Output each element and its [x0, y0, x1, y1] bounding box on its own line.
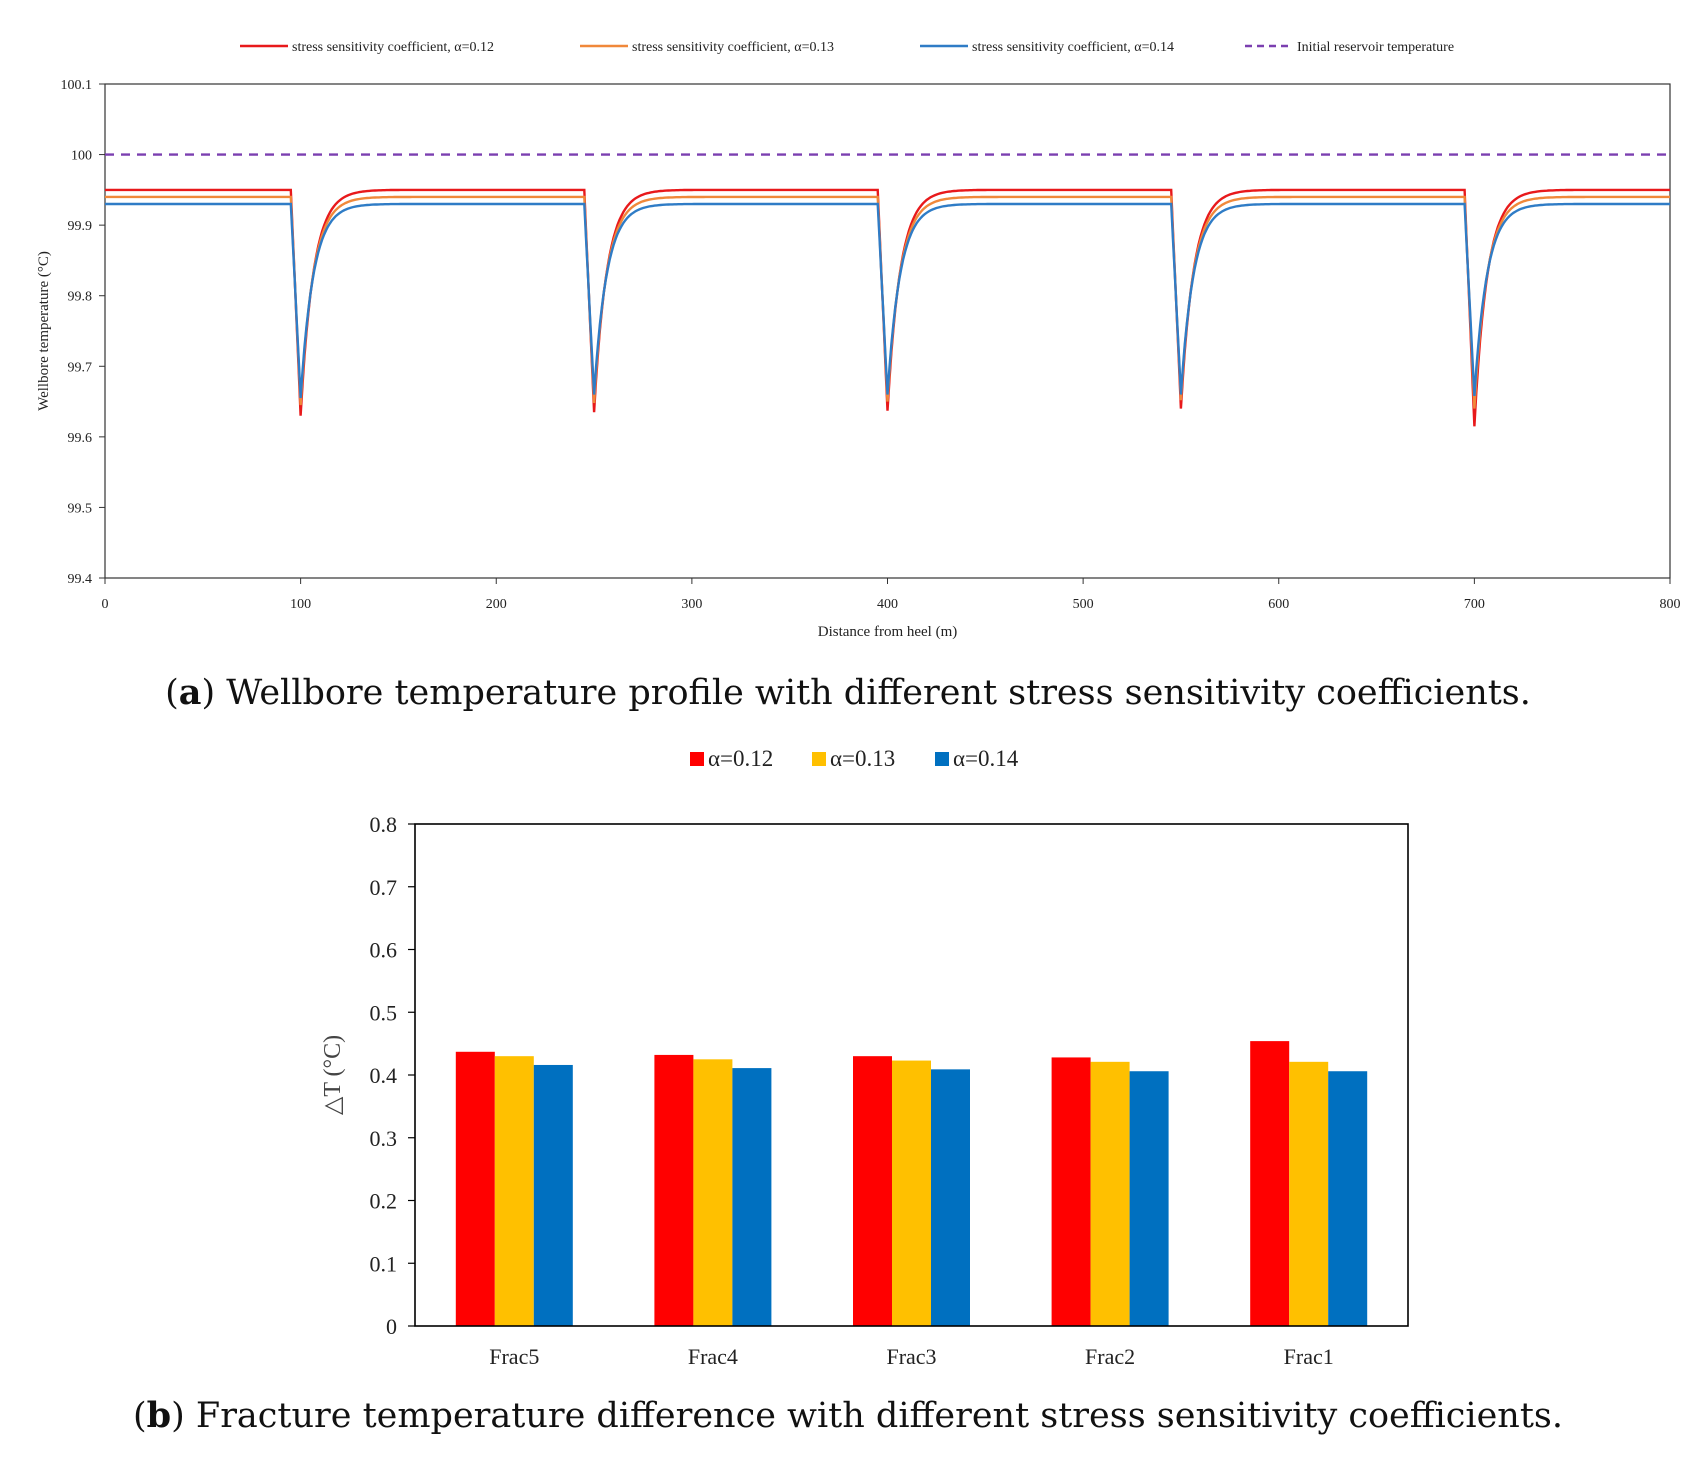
bar-frac1-2 — [1289, 1061, 1329, 1326]
bar-frac1-1 — [1250, 1041, 1290, 1326]
y-tick-label: 99.4 — [68, 572, 93, 587]
y-tick-label: 0.1 — [370, 1251, 398, 1276]
panel-b-bar-chart: 0 0.1 0.2 0.3 0.4 0.5 0.6 0.7 0.8 Frac5 Frac4 Frac3… — [0, 690, 1696, 1465]
bar-frac1-3 — [1328, 1071, 1368, 1326]
y-tick-label: 99.6 — [68, 431, 93, 446]
bar-frac2-2 — [1090, 1061, 1130, 1326]
caption-a-text: Wellbore temperature profile with differ… — [226, 673, 1531, 713]
series-line-2 — [105, 195, 1670, 409]
x-tick-label: 200 — [486, 597, 507, 612]
x-tick-label: 500 — [1073, 597, 1094, 612]
y-tick-label: 0.2 — [370, 1189, 398, 1214]
x-tick-label: 0 — [102, 597, 109, 612]
legend-label: α=0.12 — [708, 746, 773, 771]
y-tick-label: 99.8 — [68, 290, 93, 305]
y-axis-title: Wellbore temperature (°C) — [36, 251, 52, 411]
bar-frac3-3 — [931, 1069, 970, 1326]
bar-frac5-3 — [533, 1064, 573, 1326]
caption-a: (a) Wellbore temperature profile with di… — [165, 672, 1531, 713]
bar-frac4-1 — [654, 1054, 694, 1326]
series-line-3 — [105, 202, 1670, 399]
y-tick-label: 0.7 — [370, 875, 398, 900]
legend-swatch — [812, 752, 826, 766]
legend-label: stress sensitivity coefficient, α=0.14 — [972, 40, 1174, 55]
x-tick-label: 800 — [1660, 597, 1681, 612]
legend-label: Initial reservoir temperature — [1297, 40, 1454, 55]
y-tick-label: 0.5 — [370, 1000, 398, 1025]
caption-b-text: Fracture temperature difference with dif… — [195, 1396, 1563, 1436]
bar-frac2-3 — [1129, 1071, 1169, 1326]
y-tick-label: 0.3 — [370, 1126, 398, 1151]
bar-frac5-1 — [455, 1051, 495, 1326]
bar-frac4-2 — [693, 1059, 733, 1326]
series-line-1 — [105, 188, 1670, 427]
bar-frac5-2 — [494, 1056, 534, 1326]
x-tick-label: 400 — [877, 597, 898, 612]
legend-swatch — [690, 752, 704, 766]
x-tick-label: 300 — [681, 597, 702, 612]
y-axis-title: △T (°C) — [320, 1035, 346, 1115]
wellbore-temperature-chart: 99.4 99.5 99.6 99.7 99.8 99.9 100 100.1 0 100 200 3… — [36, 40, 1681, 640]
legend-label: stress sensitivity coefficient, α=0.13 — [632, 40, 834, 55]
panel-a-line-chart: 99.4 99.5 99.6 99.7 99.8 99.9 100 100.1 0 100 200 3… — [0, 0, 1696, 690]
x-tick-label: 700 — [1464, 597, 1485, 612]
legend-label: α=0.14 — [953, 746, 1019, 771]
bar-frac4-3 — [732, 1068, 772, 1326]
x-tick-label: 600 — [1268, 597, 1289, 612]
x-tick-label: Frac3 — [886, 1344, 936, 1369]
legend-swatch — [935, 752, 949, 766]
y-tick-label: 99.9 — [68, 219, 93, 234]
x-axis-title: Distance from heel (m) — [818, 624, 958, 640]
y-tick-label: 99.5 — [68, 501, 93, 516]
x-tick-label: Frac4 — [688, 1344, 738, 1369]
x-tick-label: 100 — [290, 597, 311, 612]
legend-label: stress sensitivity coefficient, α=0.12 — [292, 40, 494, 55]
bar-frac2-1 — [1051, 1057, 1091, 1326]
x-tick-label: Frac2 — [1085, 1344, 1135, 1369]
caption-b: (b) Fracture temperature difference with… — [132, 1395, 1563, 1436]
y-tick-label: 99.7 — [68, 360, 93, 375]
plot-frame — [104, 83, 1671, 579]
y-tick-label: 100.1 — [61, 78, 93, 93]
x-tick-label: Frac1 — [1284, 1344, 1334, 1369]
y-tick-label: 0.8 — [370, 812, 398, 837]
legend-label: α=0.13 — [830, 746, 895, 771]
caption-b-letter: b — [146, 1395, 172, 1436]
bar-frac3-1 — [853, 1056, 892, 1326]
y-tick-label: 0.6 — [370, 938, 398, 963]
x-tick-label: Frac5 — [489, 1344, 539, 1369]
y-tick-label: 0.4 — [370, 1063, 398, 1088]
caption-a-letter: a — [178, 672, 202, 713]
bar-frac3-2 — [892, 1060, 931, 1326]
fracture-temperature-difference-chart: 0 0.1 0.2 0.3 0.4 0.5 0.6 0.7 0.8 Frac5 Frac4 Frac3… — [320, 746, 1409, 1369]
y-tick-label: 0 — [386, 1314, 397, 1339]
plot-frame — [414, 823, 1409, 1327]
y-tick-label: 100 — [71, 149, 92, 164]
